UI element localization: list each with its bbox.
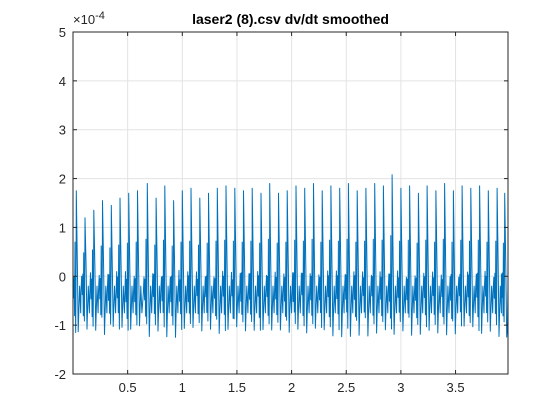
y-tick-label: 1 (59, 220, 66, 235)
y-tick-label: -2 (54, 367, 66, 382)
x-tick-label: 1.5 (228, 380, 246, 395)
y-tick-label: 3 (59, 123, 66, 138)
axes-box (72, 31, 509, 375)
plot-area (73, 32, 508, 374)
x-tick-label: 2.5 (337, 380, 355, 395)
x-tick-label: 3 (397, 380, 404, 395)
x-tick-label: 1 (179, 380, 186, 395)
y-tick-label: -1 (54, 318, 66, 333)
chart-title: laser2 (8).csv dv/dt smoothed (192, 11, 389, 27)
axes (72, 31, 509, 375)
y-tick-label: 2 (59, 172, 66, 187)
y-tick-label: 4 (59, 74, 66, 89)
y-exponent-label: ×10-4 (73, 10, 105, 27)
y-tick-label: 0 (59, 269, 66, 284)
tick-labels: 0.5 1 1.5 2 2.5 3 3.5 -2 -1 0 1 2 3 4 5 (54, 25, 464, 395)
x-tick-label: 2 (288, 380, 295, 395)
series-line-group (72, 76, 509, 338)
x-tick-label: 0.5 (119, 380, 137, 395)
y-tick-label: 5 (59, 25, 66, 40)
series-line (72, 76, 509, 338)
x-tick-label: 3.5 (446, 380, 464, 395)
